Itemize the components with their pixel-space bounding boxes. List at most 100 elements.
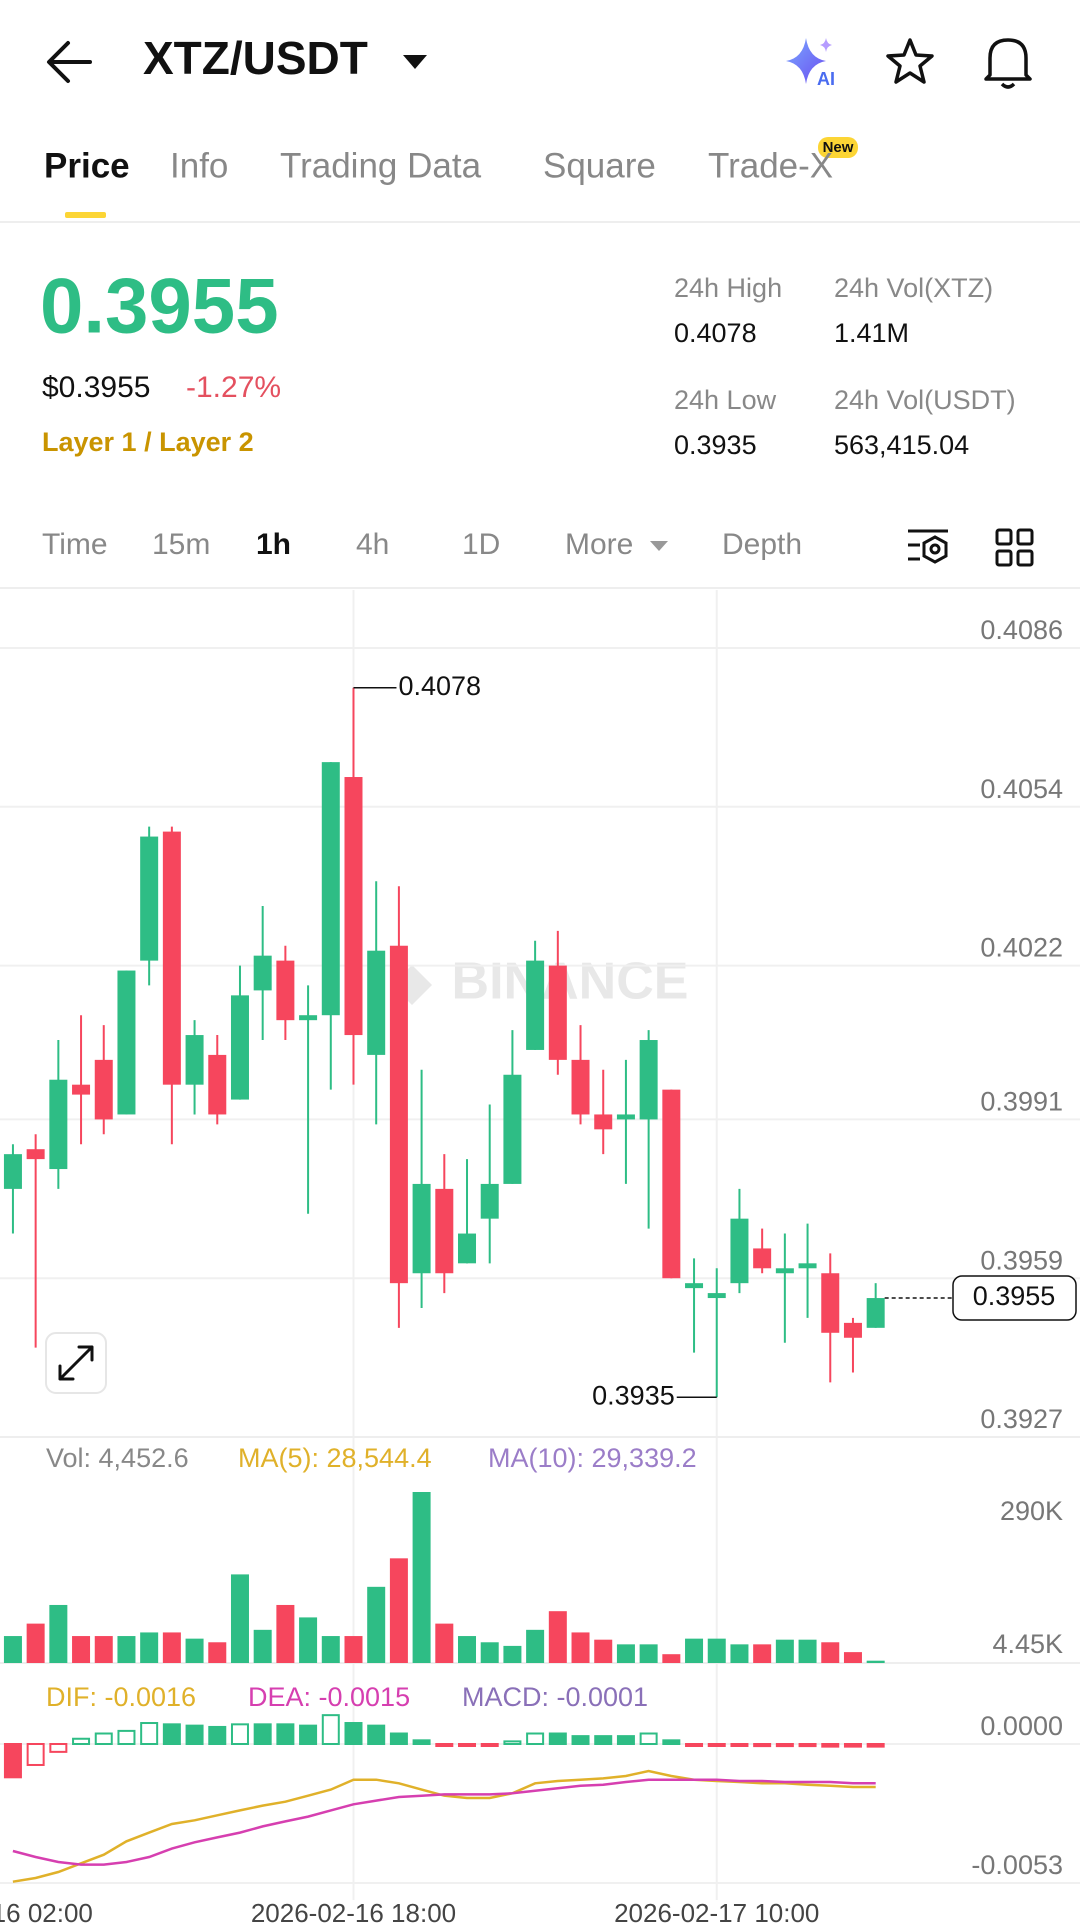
interval-tab[interactable]: 1h: [256, 528, 291, 561]
macd-bar: [821, 1743, 840, 1748]
macd-bar: [344, 1722, 363, 1746]
volume-bar: [162, 1632, 181, 1663]
macd-bar: [3, 1743, 22, 1779]
volume-bar: [412, 1492, 431, 1663]
ai-button[interactable]: AI: [786, 38, 835, 89]
candle-body: [162, 831, 181, 1085]
macd-bar: [435, 1743, 454, 1747]
tab[interactable]: Trading Data: [280, 146, 482, 185]
volume-bar: [299, 1617, 318, 1663]
interval-tab[interactable]: Depth: [722, 528, 802, 561]
candle-body: [253, 955, 272, 991]
macd-bar: [616, 1735, 635, 1746]
volume-bar: [435, 1623, 454, 1663]
tab[interactable]: Trade-X: [708, 146, 833, 185]
macd-bar: [367, 1724, 386, 1745]
stat-value: 563,415.04: [834, 430, 969, 460]
volume-bar: [753, 1644, 772, 1663]
macd-bar: [49, 1743, 68, 1753]
candle-body: [299, 1015, 318, 1021]
candle-body: [730, 1218, 749, 1284]
macd-bar: [458, 1743, 477, 1747]
x-tick-label: 2026-02-16 18:00: [251, 1898, 456, 1928]
macd-bar: [480, 1743, 499, 1747]
pair-dropdown[interactable]: [403, 55, 427, 69]
layout-button[interactable]: [995, 528, 1034, 567]
more-dropdown[interactable]: [650, 541, 668, 551]
candle-body: [26, 1149, 45, 1160]
volume-bar: [616, 1644, 635, 1663]
macd-bar: [389, 1732, 408, 1745]
macd-bar: [253, 1723, 272, 1746]
interval-tab[interactable]: Time: [42, 528, 108, 561]
macd-bar: [798, 1743, 817, 1748]
macd-bar: [526, 1732, 545, 1745]
tab[interactable]: Info: [170, 146, 228, 185]
volume-bar: [117, 1636, 136, 1663]
indicator-settings-button[interactable]: [908, 529, 948, 564]
stat-value: 1.41M: [834, 318, 909, 348]
candle-body: [412, 1183, 431, 1274]
macd-legend: MACD: -0.0001: [462, 1682, 648, 1712]
macd-bar: [72, 1737, 91, 1746]
volume-bar: [3, 1636, 22, 1663]
macd-bar: [230, 1723, 249, 1746]
candle-body: [321, 762, 340, 1016]
tab[interactable]: Square: [543, 146, 656, 185]
last-price-label: 0.3955: [973, 1281, 1056, 1311]
volume-bar: [526, 1629, 545, 1663]
candle-body: [49, 1079, 68, 1170]
favorite-button[interactable]: [886, 38, 934, 84]
volume-bar: [685, 1638, 704, 1663]
candle-body: [866, 1298, 885, 1328]
macd-bar: [685, 1743, 704, 1747]
volume-bar: [230, 1574, 249, 1663]
interval-tab[interactable]: 4h: [356, 528, 389, 561]
macd-bar: [208, 1725, 227, 1746]
candle-body: [843, 1322, 862, 1338]
volume-bar: [458, 1636, 477, 1663]
interval-tab[interactable]: 15m: [152, 528, 210, 561]
macd-bar: [276, 1723, 295, 1746]
interval-tab[interactable]: More: [565, 528, 633, 561]
pair-title[interactable]: XTZ/USDT: [143, 32, 368, 84]
macd-bar: [26, 1743, 45, 1766]
volume-bar: [389, 1558, 408, 1663]
volume-bar: [140, 1632, 159, 1663]
interval-tab[interactable]: 1D: [462, 528, 500, 561]
volume-bar: [49, 1604, 68, 1663]
volume-bar: [866, 1660, 885, 1663]
y-tick-label: 0.0000: [980, 1711, 1063, 1741]
volume-legend: Vol: 4,452.6: [46, 1443, 189, 1473]
candle-body: [458, 1233, 477, 1264]
volume-bar: [72, 1636, 91, 1663]
candle-body: [480, 1183, 499, 1219]
macd-bar: [503, 1740, 522, 1745]
candle-body: [616, 1114, 635, 1120]
back-button[interactable]: [47, 41, 92, 83]
alert-button[interactable]: [984, 38, 1032, 89]
candle-body: [435, 1188, 454, 1274]
candle-body: [571, 1059, 590, 1115]
volume-bar: [276, 1604, 295, 1663]
y-tick-label: 0.4086: [980, 615, 1063, 645]
tab[interactable]: Price: [44, 146, 130, 185]
volume-bar: [94, 1636, 113, 1663]
y-tick-label: 4.45K: [992, 1629, 1063, 1659]
stat-label: 24h Vol(USDT): [834, 385, 1016, 415]
candle-body: [3, 1154, 22, 1189]
price-change: -1.27%: [186, 371, 281, 404]
macd-bar: [775, 1743, 794, 1748]
macd-bar: [94, 1732, 113, 1745]
category-tags[interactable]: Layer 1 / Layer 2: [42, 427, 254, 457]
usd-price: $0.3955: [42, 371, 150, 404]
ai-label: AI: [817, 69, 835, 89]
expand-button[interactable]: [45, 1332, 107, 1394]
macd-bar: [162, 1723, 181, 1746]
volume-bar: [798, 1639, 817, 1663]
volume-bar: [843, 1652, 862, 1663]
macd-bar: [639, 1732, 658, 1745]
candle-body: [662, 1089, 681, 1279]
macd-bar: [753, 1743, 772, 1748]
